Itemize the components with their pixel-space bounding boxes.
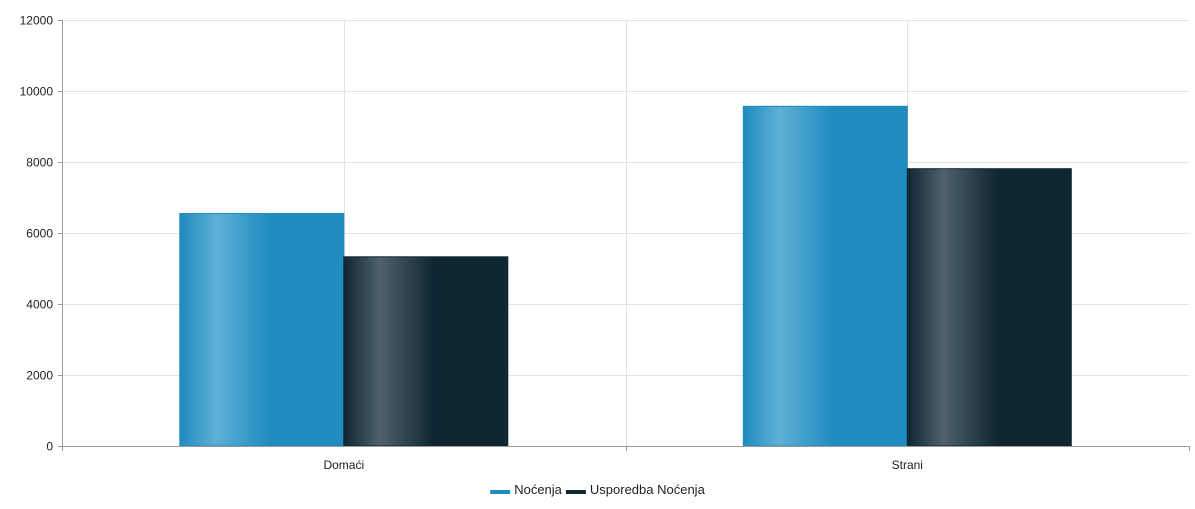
bar-nocenja-0[interactable]: [179, 213, 345, 447]
bar-usporedba-nocenja-1[interactable]: [906, 168, 1072, 447]
y-tick-label: 10000: [20, 85, 54, 99]
x-tick-label: Strani: [892, 458, 923, 472]
bar-nocenja-1[interactable]: [742, 105, 908, 447]
y-tick-label: 8000: [26, 156, 53, 170]
x-tick-label: Domaći: [323, 458, 364, 472]
axes: 0 2000 4000 6000 8000 10000 12000 Domaći Strani: [20, 14, 1190, 472]
y-tick-label: 4000: [26, 298, 53, 312]
y-tick-label: 12000: [20, 14, 54, 28]
y-tick-label: 6000: [26, 227, 53, 241]
y-tick-label: 2000: [26, 369, 53, 383]
legend-item-0[interactable]: Noćenja: [490, 482, 563, 497]
legend: Noćenja Usporedba Noćenja: [490, 482, 706, 497]
legend-swatch: [490, 490, 511, 494]
legend-label: Usporedba Noćenja: [590, 482, 706, 497]
bars: [179, 105, 1072, 447]
legend-label: Noćenja: [514, 482, 562, 497]
y-tick-label: 0: [46, 440, 53, 454]
bar-usporedba-nocenja-0[interactable]: [343, 256, 509, 447]
legend-item-1[interactable]: Usporedba Noćenja: [565, 482, 706, 497]
legend-swatch: [565, 490, 586, 494]
